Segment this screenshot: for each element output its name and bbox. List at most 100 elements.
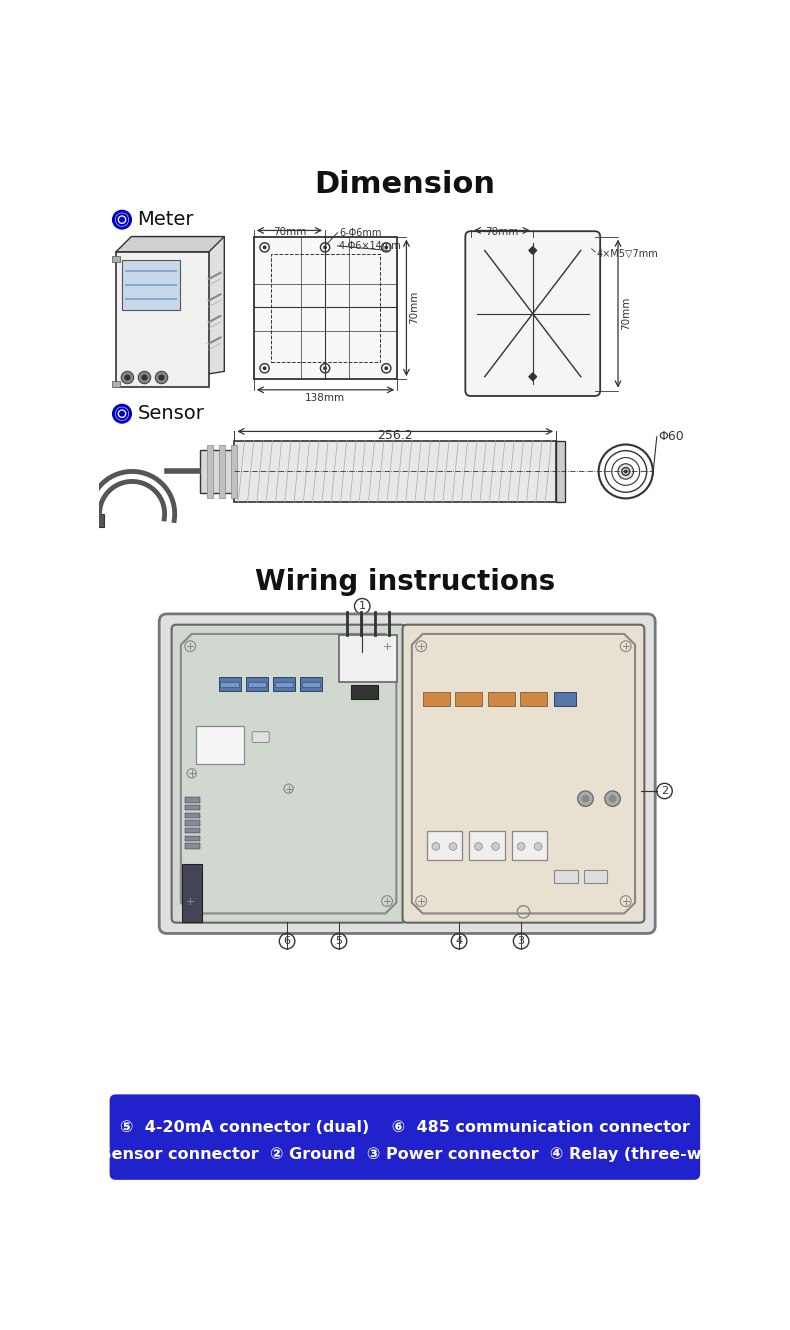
Bar bbox=[185, 797, 200, 802]
Bar bbox=[235, 440, 556, 503]
Text: Meter: Meter bbox=[137, 210, 194, 229]
Bar bbox=[122, 259, 180, 310]
Bar bbox=[246, 677, 268, 690]
Text: 70mm: 70mm bbox=[621, 297, 631, 330]
Circle shape bbox=[124, 375, 130, 380]
Bar bbox=[271, 254, 380, 362]
Circle shape bbox=[624, 469, 628, 473]
Circle shape bbox=[618, 464, 634, 479]
Circle shape bbox=[159, 375, 164, 380]
Polygon shape bbox=[131, 237, 224, 387]
Bar bbox=[247, 682, 266, 688]
Circle shape bbox=[517, 843, 525, 850]
Text: 70mm: 70mm bbox=[485, 227, 518, 237]
Circle shape bbox=[432, 843, 440, 850]
Circle shape bbox=[609, 795, 616, 802]
Circle shape bbox=[323, 366, 327, 370]
Circle shape bbox=[581, 795, 589, 802]
Text: 3: 3 bbox=[517, 936, 525, 946]
Text: 1: 1 bbox=[359, 601, 366, 612]
Bar bbox=[555, 870, 577, 883]
Bar bbox=[231, 444, 237, 499]
FancyBboxPatch shape bbox=[160, 614, 655, 934]
Bar bbox=[112, 380, 119, 387]
Bar bbox=[196, 726, 243, 763]
Bar bbox=[219, 444, 225, 499]
Circle shape bbox=[121, 371, 134, 383]
Bar bbox=[185, 805, 200, 810]
Bar bbox=[423, 693, 450, 706]
Bar bbox=[185, 829, 200, 834]
Circle shape bbox=[119, 411, 124, 416]
Circle shape bbox=[138, 371, 151, 383]
Text: Sensor: Sensor bbox=[137, 404, 205, 423]
Bar bbox=[427, 831, 462, 861]
Circle shape bbox=[534, 843, 542, 850]
Text: 4×M5▽7mm: 4×M5▽7mm bbox=[596, 249, 658, 258]
Circle shape bbox=[605, 791, 620, 806]
Bar bbox=[182, 864, 201, 922]
Circle shape bbox=[449, 843, 457, 850]
Circle shape bbox=[577, 791, 593, 806]
Text: Wiring instructions: Wiring instructions bbox=[254, 568, 555, 596]
Circle shape bbox=[262, 366, 266, 370]
Circle shape bbox=[156, 371, 167, 383]
Bar bbox=[302, 682, 321, 688]
FancyBboxPatch shape bbox=[171, 625, 405, 923]
Text: 2: 2 bbox=[661, 786, 668, 795]
Polygon shape bbox=[116, 251, 209, 387]
Polygon shape bbox=[529, 372, 536, 380]
Text: 4-Φ6×14mm: 4-Φ6×14mm bbox=[339, 241, 402, 251]
Bar bbox=[112, 255, 119, 262]
Bar bbox=[556, 440, 566, 503]
Bar bbox=[219, 677, 241, 690]
Text: 6-Φ6mm: 6-Φ6mm bbox=[339, 227, 382, 238]
Bar bbox=[584, 870, 608, 883]
FancyBboxPatch shape bbox=[252, 732, 269, 742]
Bar bbox=[185, 835, 200, 841]
Polygon shape bbox=[116, 237, 224, 251]
Text: ① Sensor connector  ② Ground  ③ Power connector  ④ Relay (three-way): ① Sensor connector ② Ground ③ Power conn… bbox=[81, 1146, 729, 1162]
Text: Dimension: Dimension bbox=[314, 170, 495, 198]
Circle shape bbox=[491, 843, 499, 850]
Bar bbox=[521, 693, 547, 706]
Text: ⑤  4-20mA connector (dual)    ⑥  485 communication connector: ⑤ 4-20mA connector (dual) ⑥ 485 communic… bbox=[120, 1120, 690, 1134]
Bar bbox=[273, 677, 295, 690]
Bar bbox=[555, 693, 576, 706]
Bar bbox=[300, 677, 322, 690]
Bar bbox=[220, 682, 239, 688]
Circle shape bbox=[385, 246, 388, 249]
FancyBboxPatch shape bbox=[465, 231, 600, 396]
Text: 5: 5 bbox=[336, 936, 343, 946]
Bar bbox=[275, 682, 293, 688]
Text: 6: 6 bbox=[284, 936, 291, 946]
Circle shape bbox=[262, 246, 266, 249]
FancyBboxPatch shape bbox=[110, 1095, 700, 1180]
Bar bbox=[207, 444, 213, 499]
Circle shape bbox=[475, 843, 483, 850]
Bar bbox=[185, 813, 200, 818]
Text: Φ60: Φ60 bbox=[658, 431, 684, 443]
Text: 256.2: 256.2 bbox=[377, 430, 412, 442]
Bar bbox=[512, 831, 547, 861]
Circle shape bbox=[385, 366, 388, 370]
Bar bbox=[351, 685, 378, 698]
Bar bbox=[455, 693, 483, 706]
Bar bbox=[469, 831, 505, 861]
Text: 70mm: 70mm bbox=[273, 227, 306, 237]
Bar bbox=[200, 450, 235, 493]
Bar bbox=[254, 237, 397, 379]
Bar bbox=[185, 821, 200, 826]
Bar bbox=[339, 636, 397, 682]
Bar bbox=[90, 515, 103, 527]
Text: 70mm: 70mm bbox=[409, 291, 419, 325]
Circle shape bbox=[119, 217, 124, 222]
Text: 4: 4 bbox=[456, 936, 463, 946]
Circle shape bbox=[323, 246, 327, 249]
Polygon shape bbox=[529, 246, 536, 254]
FancyBboxPatch shape bbox=[403, 625, 645, 923]
Bar bbox=[487, 693, 515, 706]
Circle shape bbox=[622, 468, 630, 475]
Text: 138mm: 138mm bbox=[305, 392, 345, 403]
Circle shape bbox=[141, 375, 148, 380]
